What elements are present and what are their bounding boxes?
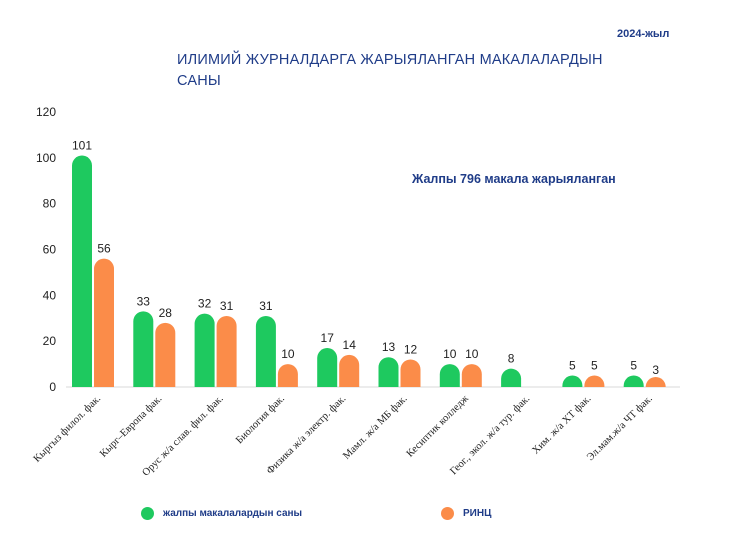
bar-total [562,375,583,387]
bar-rinc [216,315,237,387]
y-tick-label: 80 [43,197,57,211]
bar-rinc [584,375,605,387]
bar-total [439,364,460,387]
bar-rinc [94,258,114,387]
x-tick-label: Мамл. ж/а МБ фак. [341,393,409,461]
bar-rinc [339,354,360,387]
chart-subtitle-year: 2024-жыл [617,28,670,40]
y-tick-label: 100 [36,151,56,165]
y-tick-label: 60 [43,243,57,257]
legend-label-rinc: РИНЦ [463,507,492,519]
x-tick-label: Биология фак. [234,393,287,446]
bar-total [501,368,522,387]
data-label-rinc: 10 [281,347,295,361]
data-label-total: 5 [569,359,576,373]
data-label-total: 32 [198,297,212,311]
bar-total [255,315,276,387]
data-label-rinc: 3 [652,363,659,377]
bar-rinc [400,359,421,387]
data-label-total: 5 [630,359,637,373]
data-label-rinc: 14 [343,338,357,352]
x-tick-label: Кырг–Европа фак. [98,393,164,459]
data-label-rinc: 31 [220,299,234,313]
data-label-rinc: 28 [159,306,173,320]
data-label-rinc: 5 [591,359,598,373]
data-label-rinc: 10 [465,347,479,361]
chart-annotation: Жалпы 796 макала жарыяланган [412,172,616,186]
y-tick-label: 40 [43,288,57,302]
x-tick-label: Кесиптик колледж [405,393,472,460]
data-label-rinc: 12 [404,343,418,357]
y-tick-label: 120 [36,105,56,119]
data-label-total: 10 [443,347,457,361]
bar-total [72,155,92,387]
bar-rinc [277,364,298,387]
bar-rinc [645,377,666,387]
data-label-total: 33 [137,294,151,308]
data-label-total: 17 [321,331,335,345]
x-tick-label: Хим. ж/а ХТ фак. [530,393,593,456]
bar-total [378,357,399,387]
legend-item-rinc: РИНЦ [441,505,491,521]
data-label-total: 31 [259,299,273,313]
bar-total [194,313,215,387]
x-tick-label: Эл.мам.ж/а ЧТ фак. [585,393,655,463]
legend-item-total: жалпы макалалардын саны [141,505,302,521]
bar-total [317,348,338,387]
data-label-total: 13 [382,340,396,354]
x-tick-label: Кыргыз филол. фак. [32,393,103,464]
y-tick-label: 20 [43,334,57,348]
legend-swatch-rinc [441,506,454,520]
data-label-total: 101 [72,139,92,153]
data-label-rinc: 56 [97,242,111,256]
data-label-total: 8 [508,352,515,366]
chart-title: ИЛИМИЙ ЖУРНАЛДАРГА ЖАРЫЯЛАНГАН МАКАЛАЛАР… [177,52,603,89]
y-tick-label: 0 [49,380,56,394]
legend-swatch-total [141,506,154,520]
bar-total [133,311,154,387]
bar-rinc [461,364,482,387]
bar-rinc [155,322,176,387]
bar-total [623,375,644,387]
legend-label-total: жалпы макалалардын саны [163,507,303,519]
